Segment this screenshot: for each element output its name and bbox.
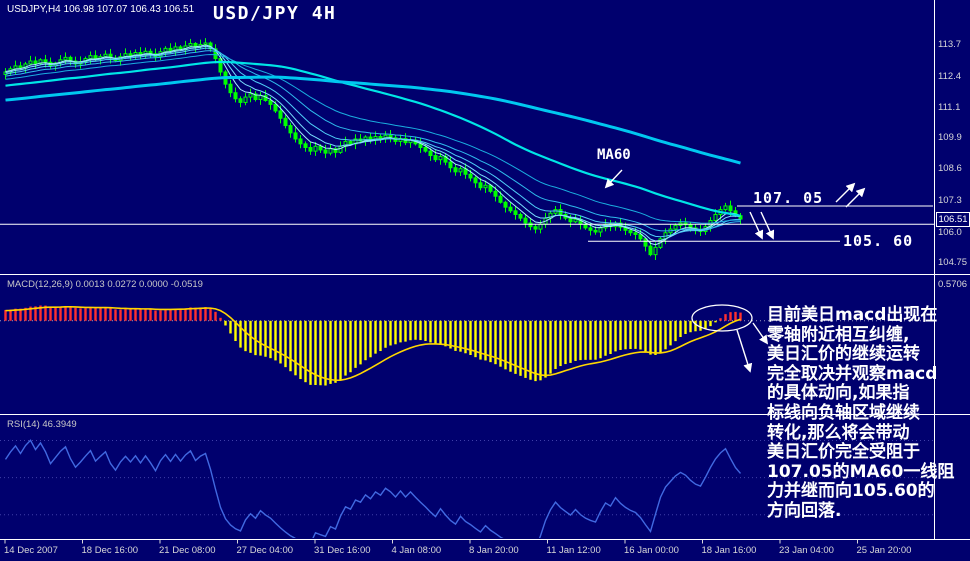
support-level-label[interactable]: 105. 60 bbox=[843, 232, 914, 250]
arrow bbox=[835, 182, 856, 203]
price-axis-label: 109.9 bbox=[938, 131, 962, 143]
annotation-line: 目前美日macd出现在 bbox=[767, 305, 938, 325]
annotation-line: 转化,那么将会带动 bbox=[767, 422, 910, 443]
ma-slow-line bbox=[5, 60, 741, 217]
rsi-indicator-header: RSI(14) 46.3949 bbox=[7, 419, 77, 430]
arrow bbox=[604, 169, 623, 189]
macd-panel[interactable] bbox=[0, 305, 934, 386]
annotation-line: 的具体动向,如果指 bbox=[767, 383, 910, 404]
time-axis-label: 25 Jan 20:00 bbox=[856, 545, 912, 556]
time-axis-label: 21 Dec 08:00 bbox=[159, 545, 216, 556]
arrow bbox=[845, 187, 866, 208]
ma-slow-line bbox=[5, 75, 741, 165]
ema-ribbon-line bbox=[5, 44, 741, 246]
current-price-tag: 106.51 bbox=[936, 212, 970, 228]
arrow bbox=[749, 211, 764, 240]
annotation-line: 完全取决并观察macd bbox=[767, 363, 938, 384]
candlesticks bbox=[3, 38, 743, 261]
time-axis-label: 16 Jan 00:00 bbox=[624, 545, 679, 556]
price-panel[interactable] bbox=[3, 38, 743, 261]
macd-highlight-ellipse bbox=[691, 304, 753, 332]
chart-symbol-title: USD/JPY 4H bbox=[213, 3, 337, 24]
price-axis-label: 106.0 bbox=[938, 226, 962, 238]
arrow bbox=[752, 322, 769, 345]
price-axis-label: 112.4 bbox=[938, 70, 962, 82]
annotation-line: 零轴附近相互纠缠, bbox=[767, 324, 910, 345]
time-axis-label: 18 Jan 16:00 bbox=[701, 545, 757, 556]
annotation-line: 美日汇价完全受阻于 bbox=[767, 442, 920, 463]
price-axis-label: 108.6 bbox=[938, 163, 962, 175]
rsi-line bbox=[4, 439, 742, 538]
drawn-levels[interactable] bbox=[0, 205, 934, 242]
price-axis-label: 113.7 bbox=[938, 38, 962, 50]
ma60-label[interactable]: MA60 bbox=[597, 147, 631, 163]
annotation-arrows[interactable] bbox=[604, 169, 866, 373]
macd-axis-max-label: 0.5706 bbox=[938, 279, 968, 290]
time-axis-label: 31 Dec 16:00 bbox=[314, 545, 371, 556]
time-axis-label: 4 Jan 08:00 bbox=[391, 545, 442, 556]
ema-ribbon-line bbox=[5, 50, 741, 232]
chart-ohlc-readout: USDJPY,H4 106.98 107.07 106.43 106.51 bbox=[7, 4, 195, 15]
arrow bbox=[736, 329, 753, 373]
annotation-line: 美日汇价的继续运转 bbox=[767, 344, 920, 365]
time-axis-label: 27 Dec 04:00 bbox=[236, 545, 294, 556]
annotation-line: 107.05的MA60一线阻 bbox=[767, 461, 955, 482]
annotation-line: 力并继而向105.60的 bbox=[767, 481, 935, 502]
time-axis-label: 11 Jan 12:00 bbox=[546, 545, 601, 556]
ema-ribbon-line bbox=[5, 53, 741, 224]
time-axis-label: 23 Jan 04:00 bbox=[779, 545, 834, 556]
analysis-annotation: 目前美日macd出现在 零轴附近相互纠缠, 美日汇价的继续运转 完全取决并观察macd… bbox=[767, 305, 969, 522]
time-axis-label: 8 Jan 20:00 bbox=[469, 545, 519, 556]
price-axis-label: 107.3 bbox=[938, 194, 962, 206]
arrow bbox=[760, 211, 775, 240]
ema-ribbon-line bbox=[5, 45, 741, 242]
price-axis-label: 111.1 bbox=[938, 102, 961, 114]
macd-histogram bbox=[4, 305, 742, 386]
annotation-line: 方向回落. bbox=[767, 500, 842, 521]
macd-signal-line bbox=[5, 305, 741, 382]
macd-indicator-header: MACD(12,26,9) 0.0013 0.0272 0.0000 -0.05… bbox=[7, 279, 203, 290]
time-axis-label: 18 Dec 16:00 bbox=[81, 545, 139, 556]
resistance-level-label[interactable]: 107. 05 bbox=[753, 189, 824, 207]
annotation-line: 标线向负轴区域继续 bbox=[767, 402, 920, 423]
rsi-panel[interactable] bbox=[0, 439, 934, 549]
ema-ribbon-line bbox=[5, 47, 741, 238]
price-axis-label: 104.75 bbox=[938, 256, 968, 268]
time-axis-label: 14 Dec 2007 bbox=[4, 545, 58, 556]
